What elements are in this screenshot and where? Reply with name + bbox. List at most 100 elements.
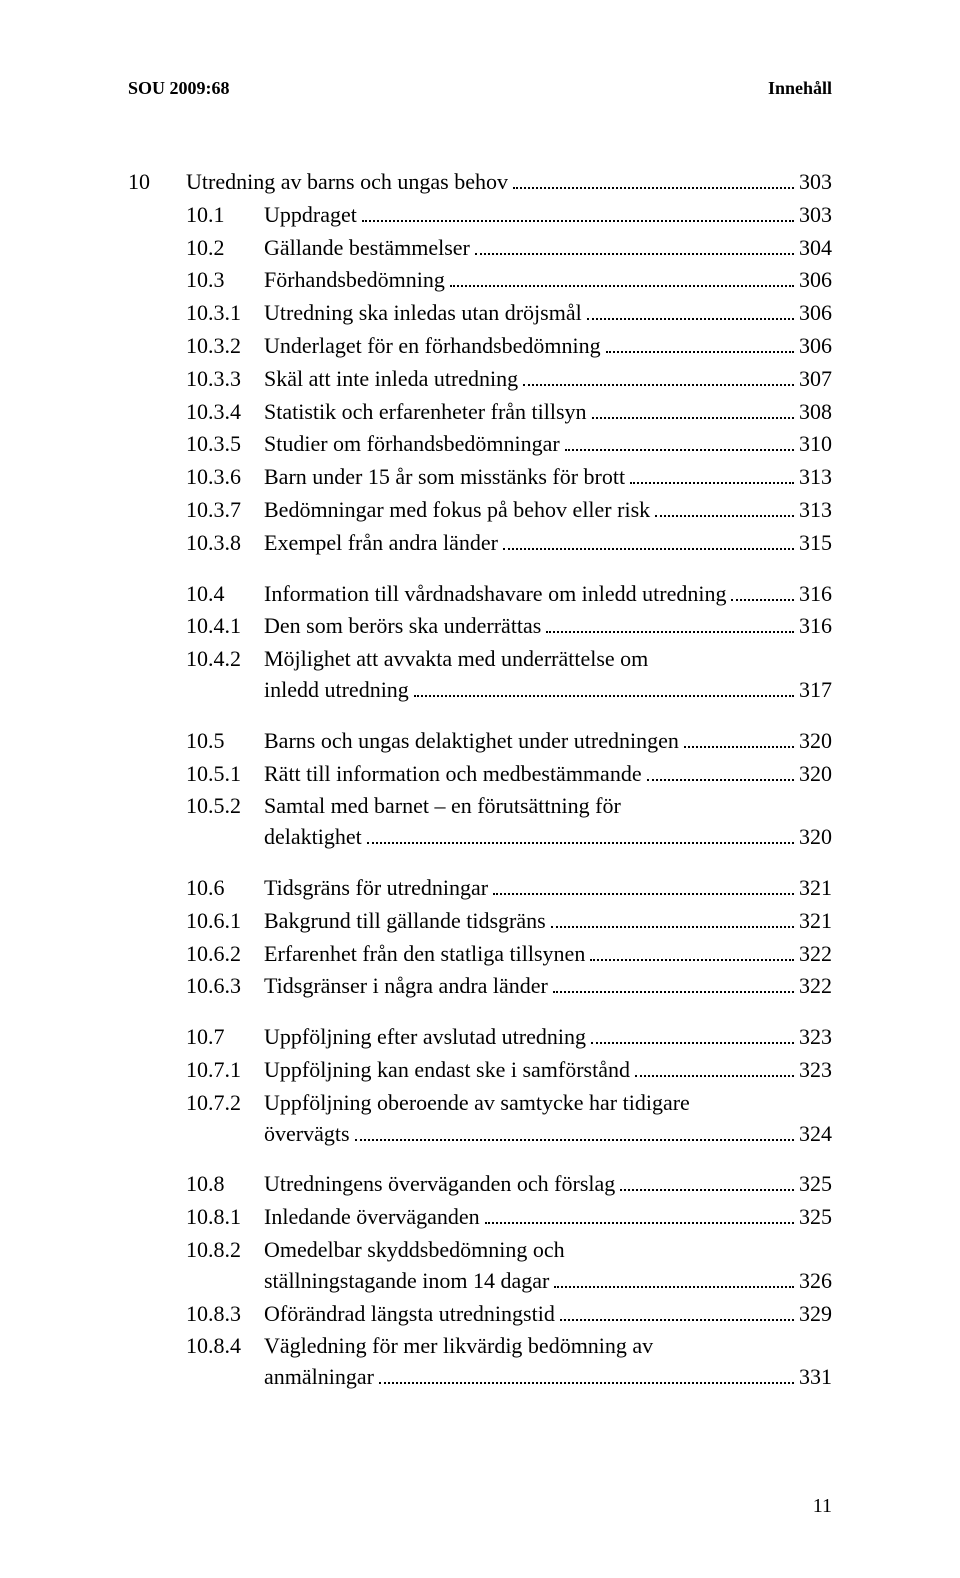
toc-group: 10.4Information till vårdnadshavare om i… [128,579,832,706]
toc-title-line1: Omedelbar skyddsbedömning och [264,1235,565,1266]
toc-entry: 10.3.8Exempel från andra länder 315 [128,528,832,559]
leader-dots [475,253,794,255]
toc-group: 10.6Tidsgräns för utredningar32110.6.1Ba… [128,873,832,1002]
toc-number: 10.3.1 [186,298,264,329]
toc-title: Uppföljning kan endast ske i samförstånd [264,1055,630,1086]
leader-dots [362,220,794,222]
leader-dots [367,842,794,844]
toc-group: 10.7Uppföljning efter avslutad utredning… [128,1022,832,1149]
toc-number: 10.8.3 [186,1299,264,1330]
toc-number: 10.3.2 [186,331,264,362]
toc-page: 320 [799,822,832,853]
toc-title: Erfarenhet från den statliga tillsynen [264,939,585,970]
toc-number: 10.6.3 [186,971,264,1002]
toc-number: 10.3.8 [186,528,264,559]
leader-dots [684,746,794,748]
toc-page: 316 [799,611,832,642]
toc-title: Underlaget för en förhandsbedömning [264,331,601,362]
toc-title: Utredning ska inledas utan dröjsmål [264,298,582,329]
leader-dots [513,187,794,189]
toc-title: Barns och ungas delaktighet under utredn… [264,726,679,757]
toc-page: 303 [799,167,832,198]
toc-entry: 10.5.1Rätt till information och medbestä… [128,759,832,790]
leader-dots [414,695,794,697]
header-left: SOU 2009:68 [128,78,230,99]
toc-page: 320 [799,726,832,757]
toc-number: 10.6.1 [186,906,264,937]
toc-page: 321 [799,906,832,937]
toc-entry: 10.7Uppföljning efter avslutad utredning… [128,1022,832,1053]
toc-group: 10.5Barns och ungas delaktighet under ut… [128,726,832,853]
toc-number: 10.6 [186,873,264,904]
leader-dots [655,515,794,517]
toc-number: 10.4.2 [186,644,264,675]
toc-page: 325 [799,1202,832,1233]
toc-number: 10.6.2 [186,939,264,970]
toc-entry: 10.6.2Erfarenhet från den statliga tills… [128,939,832,970]
toc-page: 316 [799,579,832,610]
table-of-contents: 10Utredning av barns och ungas behov3031… [128,167,832,1393]
toc-title: Information till vårdnadshavare om inled… [264,579,726,610]
toc-number: 10.3.5 [186,429,264,460]
toc-number: 10.3.4 [186,397,264,428]
toc-entry: 10.3.7Bedömningar med fokus på behov ell… [128,495,832,526]
toc-title: Statistik och erfarenheter från tillsyn [264,397,587,428]
leader-dots [731,599,794,601]
toc-entry: 10.4.1Den som berörs ska underrättas316 [128,611,832,642]
toc-entry: 10.5Barns och ungas delaktighet under ut… [128,726,832,757]
toc-page: 322 [799,971,832,1002]
toc-title: Gällande bestämmelser [264,233,470,264]
toc-entry: 10.7.1Uppföljning kan endast ske i samfö… [128,1055,832,1086]
leader-dots [620,1189,794,1191]
toc-group: 10.8Utredningens överväganden och försla… [128,1169,832,1393]
toc-entry: 10.6.1Bakgrund till gällande tidsgräns32… [128,906,832,937]
toc-page: 306 [799,331,832,362]
toc-page: 324 [799,1119,832,1150]
toc-title: Utredningens överväganden och förslag [264,1169,615,1200]
toc-entry: 10.8.2Omedelbar skyddsbedömning ochställ… [128,1235,832,1297]
leader-dots [635,1075,794,1077]
toc-title: Rätt till information och medbestämmande [264,759,642,790]
toc-entry: 10.3.5Studier om förhandsbedömningar310 [128,429,832,460]
toc-entry: 10.8.3Oförändrad längsta utredningstid32… [128,1299,832,1330]
toc-title-line2: delaktighet [264,822,362,853]
toc-entry: 10.2Gällande bestämmelser 304 [128,233,832,264]
leader-dots [606,351,794,353]
toc-entry: 10.8Utredningens överväganden och försla… [128,1169,832,1200]
toc-page: 310 [799,429,832,460]
toc-page: 320 [799,759,832,790]
toc-title: Inledande överväganden [264,1202,480,1233]
toc-number: 10.4 [186,579,264,610]
toc-number: 10.5.1 [186,759,264,790]
leader-dots [450,285,794,287]
toc-number: 10.2 [186,233,264,264]
toc-title: Exempel från andra länder [264,528,498,559]
leader-dots [485,1222,794,1224]
toc-title: Skäl att inte inleda utredning [264,364,518,395]
leader-dots [553,991,794,993]
toc-page: 304 [799,233,832,264]
leader-dots [592,417,794,419]
leader-dots [587,318,794,320]
toc-entry: 10.3Förhandsbedömning306 [128,265,832,296]
toc-title: Förhandsbedömning [264,265,445,296]
toc-entry: 10.6.3Tidsgränser i några andra länder32… [128,971,832,1002]
toc-title: Oförändrad längsta utredningstid [264,1299,555,1330]
toc-group: 10Utredning av barns och ungas behov3031… [128,167,832,559]
toc-title: Tidsgräns för utredningar [264,873,488,904]
toc-page: 315 [799,528,832,559]
leader-dots [523,384,794,386]
toc-entry: 10.3.4Statistik och erfarenheter från ti… [128,397,832,428]
header-right: Innehåll [768,78,832,99]
leader-dots [503,548,794,550]
toc-entry: 10.6Tidsgräns för utredningar321 [128,873,832,904]
toc-page: 308 [799,397,832,428]
toc-entry: 10.3.6Barn under 15 år som misstänks för… [128,462,832,493]
toc-number: 10.3.7 [186,495,264,526]
toc-number: 10.7 [186,1022,264,1053]
toc-number: 10.5 [186,726,264,757]
toc-title: Uppföljning efter avslutad utredning [264,1022,586,1053]
toc-number: 10.1 [186,200,264,231]
leader-dots [554,1286,794,1288]
toc-entry: 10.5.2Samtal med barnet – en förutsättni… [128,791,832,853]
